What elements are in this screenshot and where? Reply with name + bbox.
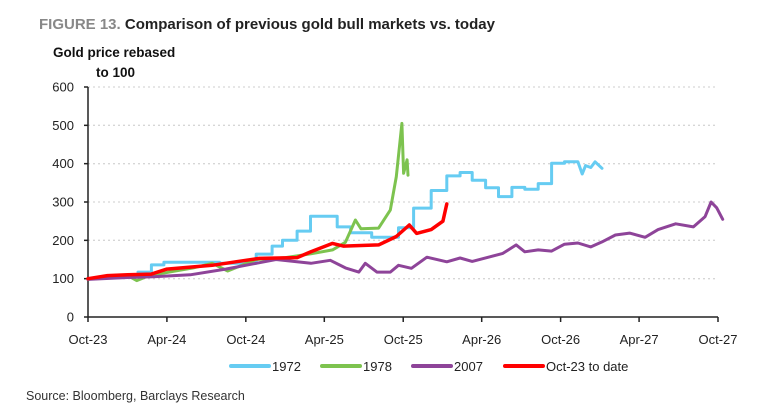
y-tick-label: 400 bbox=[52, 156, 74, 171]
figure-title-text: Comparison of previous gold bull markets… bbox=[124, 16, 495, 33]
x-tick-label: Apr-25 bbox=[305, 332, 344, 347]
y-tick-label: 0 bbox=[67, 310, 74, 325]
x-tick-label: Apr-24 bbox=[147, 332, 186, 347]
legend-label: Oct-23 to date bbox=[546, 359, 628, 374]
figure-label: FIGURE 13. bbox=[39, 16, 121, 33]
x-tick-label: Oct-26 bbox=[541, 332, 580, 347]
legend-label: 1972 bbox=[272, 359, 301, 374]
x-tick-label: Oct-27 bbox=[698, 332, 737, 347]
y-axis-label-line-1: Gold price rebased bbox=[53, 45, 176, 60]
x-tick-label: Oct-24 bbox=[226, 332, 265, 347]
y-tick-label: 600 bbox=[52, 80, 74, 95]
series-line-oct-23-to-date bbox=[86, 202, 449, 281]
y-tick-label: 200 bbox=[52, 233, 74, 248]
y-axis-label: Gold price rebased to 100 bbox=[53, 43, 175, 83]
y-tick-label: 500 bbox=[52, 118, 74, 133]
y-axis-label-line-2: to 100 bbox=[96, 65, 136, 80]
source-note: Source: Bloomberg, Barclays Research bbox=[26, 389, 245, 403]
legend-label: 2007 bbox=[454, 359, 483, 374]
x-tick-label: Oct-25 bbox=[384, 332, 423, 347]
series-line-1972 bbox=[136, 160, 604, 274]
x-tick-label: Apr-26 bbox=[462, 332, 501, 347]
series-line-2007 bbox=[86, 200, 725, 281]
y-tick-label: 100 bbox=[52, 271, 74, 286]
y-tick-label: 300 bbox=[52, 195, 74, 210]
legend-label: 1978 bbox=[363, 359, 392, 374]
figure-title: FIGURE 13. Comparison of previous gold b… bbox=[39, 16, 495, 33]
x-tick-label: Apr-27 bbox=[620, 332, 659, 347]
x-tick-label: Oct-23 bbox=[68, 332, 107, 347]
